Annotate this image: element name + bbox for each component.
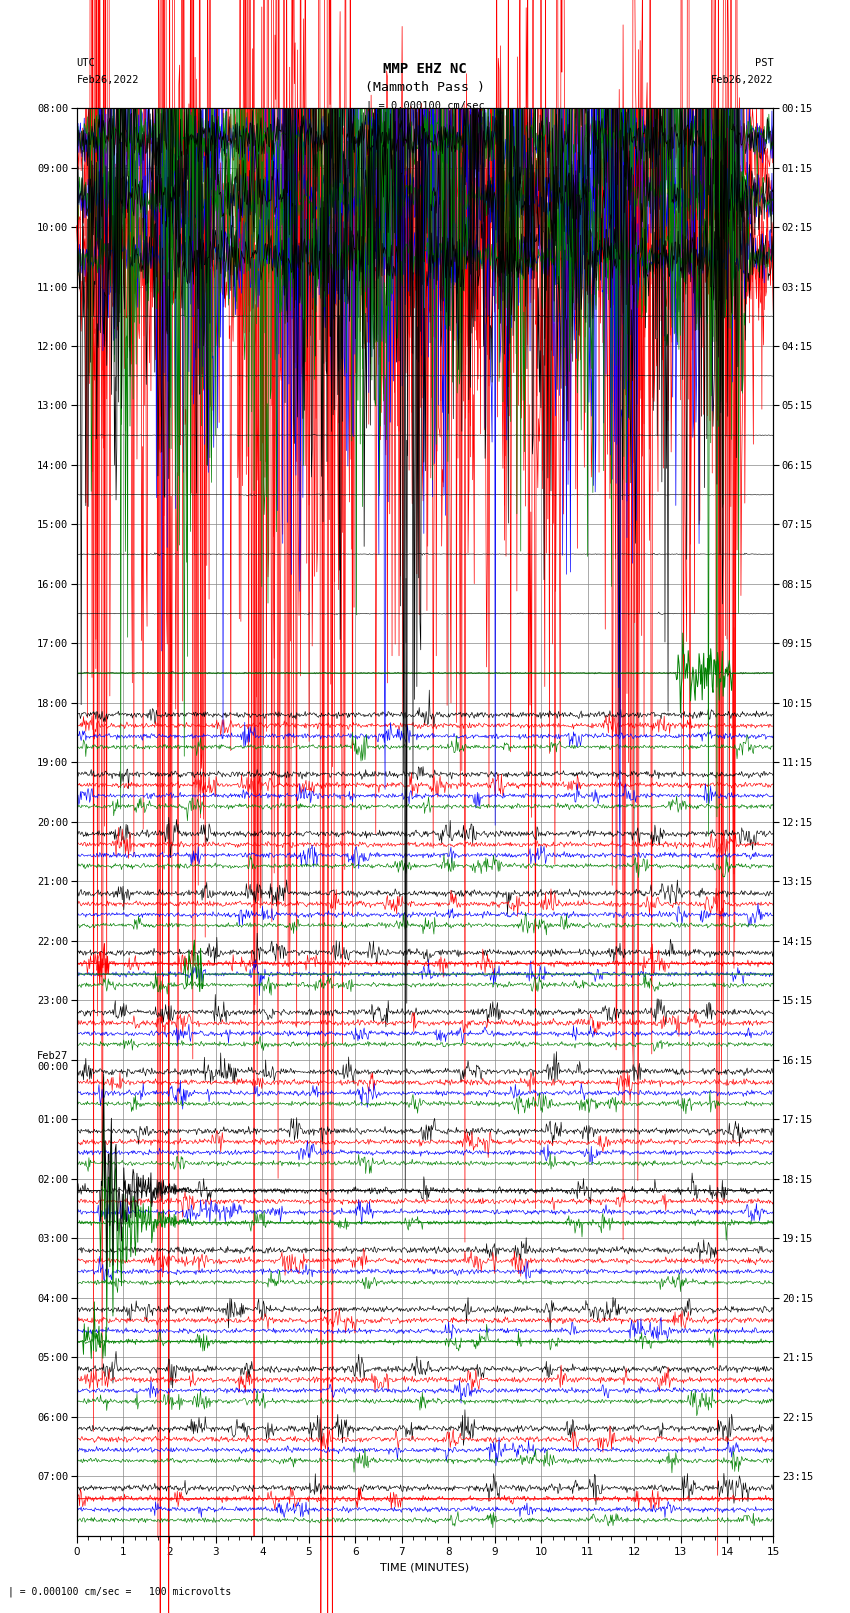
Text: | = 0.000100 cm/sec: | = 0.000100 cm/sec xyxy=(366,100,484,111)
Text: | = 0.000100 cm/sec =   100 microvolts: | = 0.000100 cm/sec = 100 microvolts xyxy=(8,1586,232,1597)
Text: UTC: UTC xyxy=(76,58,95,68)
X-axis label: TIME (MINUTES): TIME (MINUTES) xyxy=(381,1563,469,1573)
Text: Feb26,2022: Feb26,2022 xyxy=(76,76,139,85)
Text: Feb26,2022: Feb26,2022 xyxy=(711,76,774,85)
Text: PST: PST xyxy=(755,58,774,68)
Text: MMP EHZ NC: MMP EHZ NC xyxy=(383,61,467,76)
Text: (Mammoth Pass ): (Mammoth Pass ) xyxy=(365,81,485,94)
